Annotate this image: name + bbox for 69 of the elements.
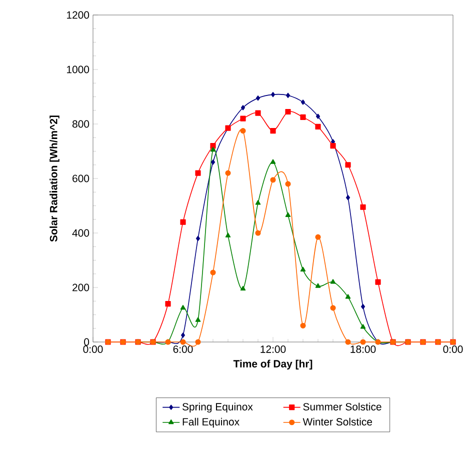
x-tick-label: 6:00: [173, 346, 193, 353]
x-tick-label: 18:00: [350, 346, 376, 353]
legend-label: Fall Equinox: [182, 418, 240, 428]
point: [256, 96, 260, 101]
point: [360, 304, 366, 310]
point: [240, 286, 246, 291]
point: [285, 212, 291, 217]
point: [300, 114, 306, 120]
point: [360, 339, 366, 345]
point: [315, 283, 321, 288]
point: [270, 92, 276, 98]
point: [210, 270, 216, 276]
y-tick-label: 600: [72, 174, 90, 182]
point: [240, 116, 246, 122]
x-tick-label: 12:00: [260, 346, 286, 353]
point: [360, 324, 366, 329]
x-tick-label: 0:00: [443, 346, 463, 353]
point: [375, 279, 381, 285]
point: [195, 170, 201, 176]
y-tick-label: 200: [72, 284, 90, 292]
x-tick-label: 0:00: [83, 346, 103, 353]
point: [330, 279, 336, 284]
point: [345, 294, 351, 299]
y-tick-label: 0: [84, 338, 90, 346]
point: [180, 332, 186, 338]
point: [270, 159, 276, 164]
point: [270, 128, 276, 134]
point: [300, 322, 306, 328]
point: [165, 301, 171, 307]
point: [345, 339, 351, 345]
point: [195, 339, 201, 345]
legend-label: Spring Equinox: [182, 402, 253, 413]
point: [346, 194, 350, 200]
y-axis-title: Solar Radiation [Wh/m^2]: [50, 116, 60, 242]
point: [360, 204, 366, 210]
point: [255, 200, 261, 205]
point: [286, 92, 290, 98]
x-axis-title: Time of Day [hr]: [233, 360, 312, 370]
point: [316, 114, 320, 119]
point: [180, 219, 186, 225]
point: [315, 234, 321, 240]
point: [300, 266, 306, 272]
point: [225, 170, 231, 176]
point: [180, 339, 186, 345]
y-tick-label: 1200: [67, 11, 90, 19]
point: [300, 100, 306, 105]
point: [210, 160, 216, 165]
point: [285, 108, 291, 115]
point: [315, 124, 321, 130]
point: [195, 317, 201, 322]
legend-label: Winter Solstice: [302, 418, 372, 426]
legend-label: Summer Solstice: [303, 402, 382, 410]
point: [255, 110, 261, 116]
point: [330, 305, 336, 311]
point: [285, 181, 291, 187]
point: [240, 128, 246, 134]
point: [225, 232, 231, 238]
point: [210, 143, 216, 149]
point: [240, 105, 246, 110]
point: [180, 304, 186, 310]
y-tick-label: 800: [72, 120, 90, 128]
point: [210, 146, 216, 152]
point: [330, 143, 336, 149]
point: [345, 162, 351, 168]
point: [270, 177, 276, 183]
point: [255, 230, 261, 236]
point: [196, 236, 200, 242]
y-tick-label: 1000: [67, 66, 90, 74]
y-tick-label: 400: [72, 229, 90, 237]
